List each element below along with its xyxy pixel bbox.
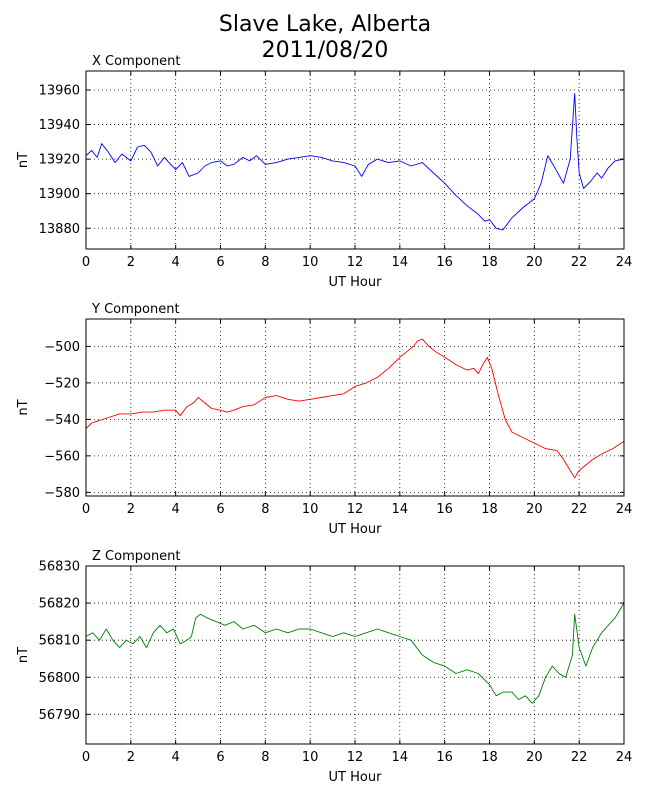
x-tick-label: 16: [436, 255, 453, 270]
y-tick-label: −500: [44, 340, 80, 355]
x-tick-label: 6: [216, 750, 224, 765]
y-tick-label: 56790: [39, 708, 80, 723]
y-tick-label: −580: [44, 486, 80, 501]
x-tick-label: 12: [347, 255, 364, 270]
y-axis-label: nT: [16, 647, 31, 663]
y-tick-label: 56810: [39, 634, 80, 649]
y-tick-label: 13960: [39, 84, 80, 99]
x-tick-label: 14: [392, 255, 409, 270]
x-tick-label: 6: [216, 502, 224, 517]
x-axis-label: UT Hour: [329, 522, 383, 537]
panel-title: X Component: [92, 54, 181, 69]
x-tick-label: 2: [127, 255, 135, 270]
x-tick-label: 4: [172, 750, 180, 765]
x-tick-label: 22: [571, 255, 588, 270]
x-tick-label: 16: [436, 750, 453, 765]
panel-title: Y Component: [91, 302, 180, 317]
figure-title-line2: 2011/08/20: [261, 38, 389, 63]
x-tick-label: 12: [347, 502, 364, 517]
series-line-y-component: [85, 338, 625, 479]
series-line-z-component: [85, 602, 625, 704]
x-tick-label: 0: [82, 502, 90, 517]
y-tick-label: 56820: [39, 597, 80, 612]
x-axis-label: UT Hour: [329, 770, 383, 785]
x-tick-label: 16: [436, 502, 453, 517]
x-tick-label: 0: [82, 750, 90, 765]
x-tick-label: 2: [127, 502, 135, 517]
x-tick-label: 6: [216, 255, 224, 270]
y-tick-label: 56830: [39, 560, 80, 575]
x-axis-label: UT Hour: [329, 275, 383, 290]
y-tick-label: −520: [44, 376, 80, 391]
y-tick-label: −540: [44, 413, 80, 428]
y-axis-label: nT: [16, 152, 31, 168]
x-tick-label: 10: [302, 255, 319, 270]
x-tick-label: 22: [571, 750, 588, 765]
x-tick-label: 4: [172, 255, 180, 270]
y-tick-label: 56800: [39, 671, 80, 686]
y-axis-label: nT: [16, 399, 31, 415]
x-tick-label: 4: [172, 502, 180, 517]
x-tick-label: 24: [616, 255, 633, 270]
x-tick-label: 14: [392, 750, 409, 765]
x-tick-label: 10: [302, 502, 319, 517]
y-tick-label: −560: [44, 449, 80, 464]
x-tick-label: 8: [261, 750, 269, 765]
x-tick-label: 24: [616, 750, 633, 765]
y-tick-label: 13940: [39, 118, 80, 133]
x-tick-label: 22: [571, 502, 588, 517]
x-tick-label: 20: [526, 502, 543, 517]
y-tick-label: 13880: [39, 222, 80, 237]
x-tick-label: 18: [481, 255, 498, 270]
x-tick-label: 12: [347, 750, 364, 765]
x-tick-label: 18: [481, 502, 498, 517]
x-tick-label: 8: [261, 502, 269, 517]
x-tick-label: 10: [302, 750, 319, 765]
x-tick-label: 20: [526, 255, 543, 270]
x-tick-label: 2: [127, 750, 135, 765]
x-tick-label: 18: [481, 750, 498, 765]
x-tick-label: 24: [616, 502, 633, 517]
panel-title: Z Component: [92, 549, 181, 564]
series-line-x-component: [85, 93, 625, 231]
x-tick-label: 0: [82, 255, 90, 270]
y-tick-label: 13920: [39, 153, 80, 168]
x-tick-label: 20: [526, 750, 543, 765]
x-tick-label: 14: [392, 502, 409, 517]
x-tick-label: 8: [261, 255, 269, 270]
figure-title-line1: Slave Lake, Alberta: [218, 12, 432, 37]
y-tick-label: 13900: [39, 187, 80, 202]
